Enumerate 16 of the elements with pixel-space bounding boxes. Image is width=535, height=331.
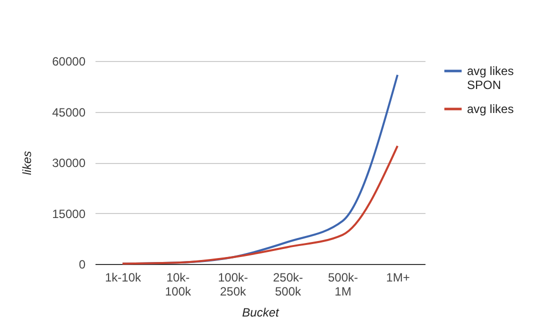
x-tick-label: 100k-250k — [218, 270, 248, 298]
y-tick-label: 15000 — [52, 206, 86, 221]
x-tick-label: 500k-1M — [328, 270, 358, 298]
x-tick-label: 1M+ — [386, 270, 410, 284]
x-tick-label: 1k-10k — [104, 270, 142, 284]
y-axis-title: likes — [20, 150, 34, 176]
x-tick-label: 250k-500k — [272, 270, 304, 298]
y-tick-label: 45000 — [52, 105, 86, 120]
legend-label: avg likes — [467, 102, 514, 116]
y-tick-label: 0 — [78, 258, 86, 272]
x-tick-label: 10k-100k — [164, 270, 192, 298]
line-series — [122, 144, 398, 265]
legend-label: avg likes SPON — [467, 64, 514, 92]
y-tick-label: 60000 — [52, 54, 86, 68]
y-tick-label: 30000 — [52, 156, 86, 170]
x-axis-title: Bucket — [242, 306, 280, 320]
